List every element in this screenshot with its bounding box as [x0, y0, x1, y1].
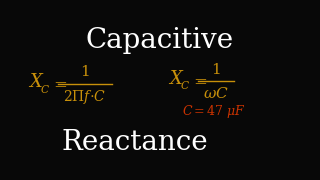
Text: $1$: $1$ [80, 64, 90, 80]
Text: $_C$: $_C$ [40, 80, 50, 96]
Text: $\omega C$: $\omega C$ [203, 87, 229, 102]
Text: $=$: $=$ [190, 71, 207, 89]
Text: Reactance: Reactance [62, 129, 208, 156]
Text: $1$: $1$ [211, 62, 221, 76]
Text: Capacitive: Capacitive [86, 26, 234, 53]
Text: $=$: $=$ [50, 74, 67, 92]
Text: $_C$: $_C$ [180, 78, 190, 93]
Text: $X$: $X$ [28, 73, 44, 91]
Text: $C = 47\ \mu F$: $C = 47\ \mu F$ [182, 103, 246, 120]
Text: $2\Pi f{\cdot}C$: $2\Pi f{\cdot}C$ [63, 88, 107, 106]
Text: $X$: $X$ [168, 70, 185, 88]
